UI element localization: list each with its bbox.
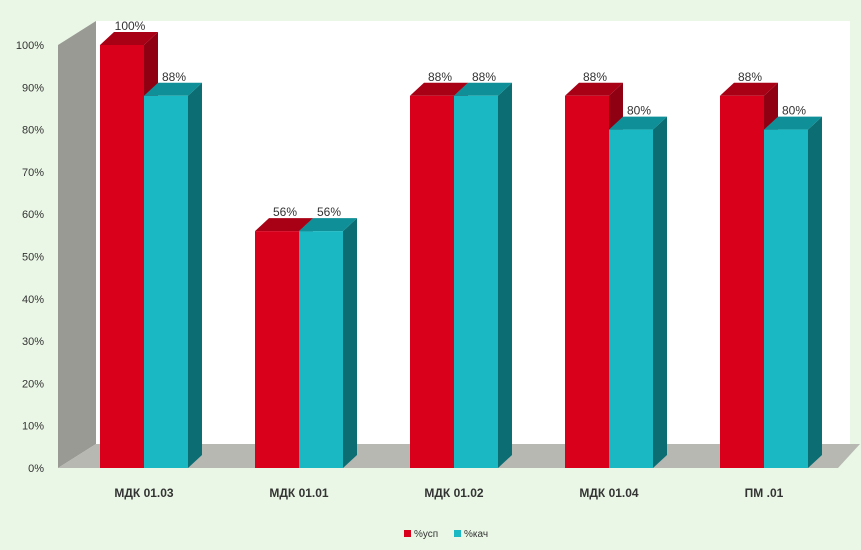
bar-top xyxy=(720,82,778,96)
bar-top xyxy=(144,82,202,96)
y-tick-label: 80% xyxy=(22,125,44,137)
y-tick-label: 0% xyxy=(28,463,44,475)
data-label: 88% xyxy=(428,70,452,84)
legend-swatch xyxy=(404,530,411,537)
data-label: 80% xyxy=(782,104,806,118)
legend: %усп %кач xyxy=(404,529,488,540)
bar xyxy=(720,95,764,468)
bar-top xyxy=(100,32,158,45)
data-label: 88% xyxy=(738,70,762,84)
bar xyxy=(100,45,144,468)
bar-top xyxy=(410,82,468,96)
bar xyxy=(565,95,609,468)
x-tick-label: МДК 01.01 xyxy=(269,486,329,500)
y-tick-label: 60% xyxy=(22,209,44,221)
side-wall xyxy=(58,21,96,468)
bar-top xyxy=(565,82,623,96)
x-tick-label: МДК 01.02 xyxy=(424,486,484,500)
legend-label: %усп xyxy=(414,529,438,540)
bar xyxy=(255,231,299,468)
bars-group xyxy=(100,32,822,468)
data-label: 100% xyxy=(115,19,146,33)
data-label: 88% xyxy=(583,70,607,84)
bar-top xyxy=(764,116,822,130)
bar xyxy=(764,129,808,468)
y-tick-label: 20% xyxy=(22,378,44,390)
y-tick-label: 70% xyxy=(22,167,44,179)
x-tick-label: МДК 01.04 xyxy=(579,486,639,500)
y-tick-label: 50% xyxy=(22,252,44,264)
x-tick-label: МДК 01.03 xyxy=(114,486,174,500)
data-label: 88% xyxy=(162,70,186,84)
y-axis: 0% 10% 20% 30% 40% 50% 60% 70% 80% 90% 100% xyxy=(16,40,44,475)
bar-side xyxy=(808,116,822,468)
legend-swatch xyxy=(454,530,461,537)
bar-side xyxy=(343,218,357,468)
bar xyxy=(299,231,343,468)
data-labels-group: 100% 88% 56% 56% 88% 88% 88% 80% 88% 80% xyxy=(115,19,807,219)
y-tick-label: 100% xyxy=(16,40,44,52)
y-tick-label: 30% xyxy=(22,336,44,348)
bar xyxy=(454,95,498,468)
bar-top xyxy=(609,116,667,130)
bar-side xyxy=(653,116,667,468)
data-label: 88% xyxy=(472,70,496,84)
bar-side xyxy=(188,82,202,468)
bar-top xyxy=(255,218,313,232)
legend-label: %кач xyxy=(464,529,488,540)
data-label: 80% xyxy=(627,104,651,118)
bar-side xyxy=(498,82,512,468)
data-label: 56% xyxy=(317,205,341,219)
bar-top xyxy=(299,218,357,232)
bar xyxy=(144,95,188,468)
bar-top xyxy=(454,82,512,96)
y-tick-label: 90% xyxy=(22,82,44,94)
y-tick-label: 40% xyxy=(22,294,44,306)
x-tick-label: ПМ .01 xyxy=(745,486,784,500)
bar xyxy=(609,129,653,468)
data-label: 56% xyxy=(273,205,297,219)
bar xyxy=(410,95,454,468)
y-tick-label: 10% xyxy=(22,421,44,433)
x-axis: МДК 01.03 МДК 01.01 МДК 01.02 МДК 01.04 ПМ .… xyxy=(114,486,783,500)
